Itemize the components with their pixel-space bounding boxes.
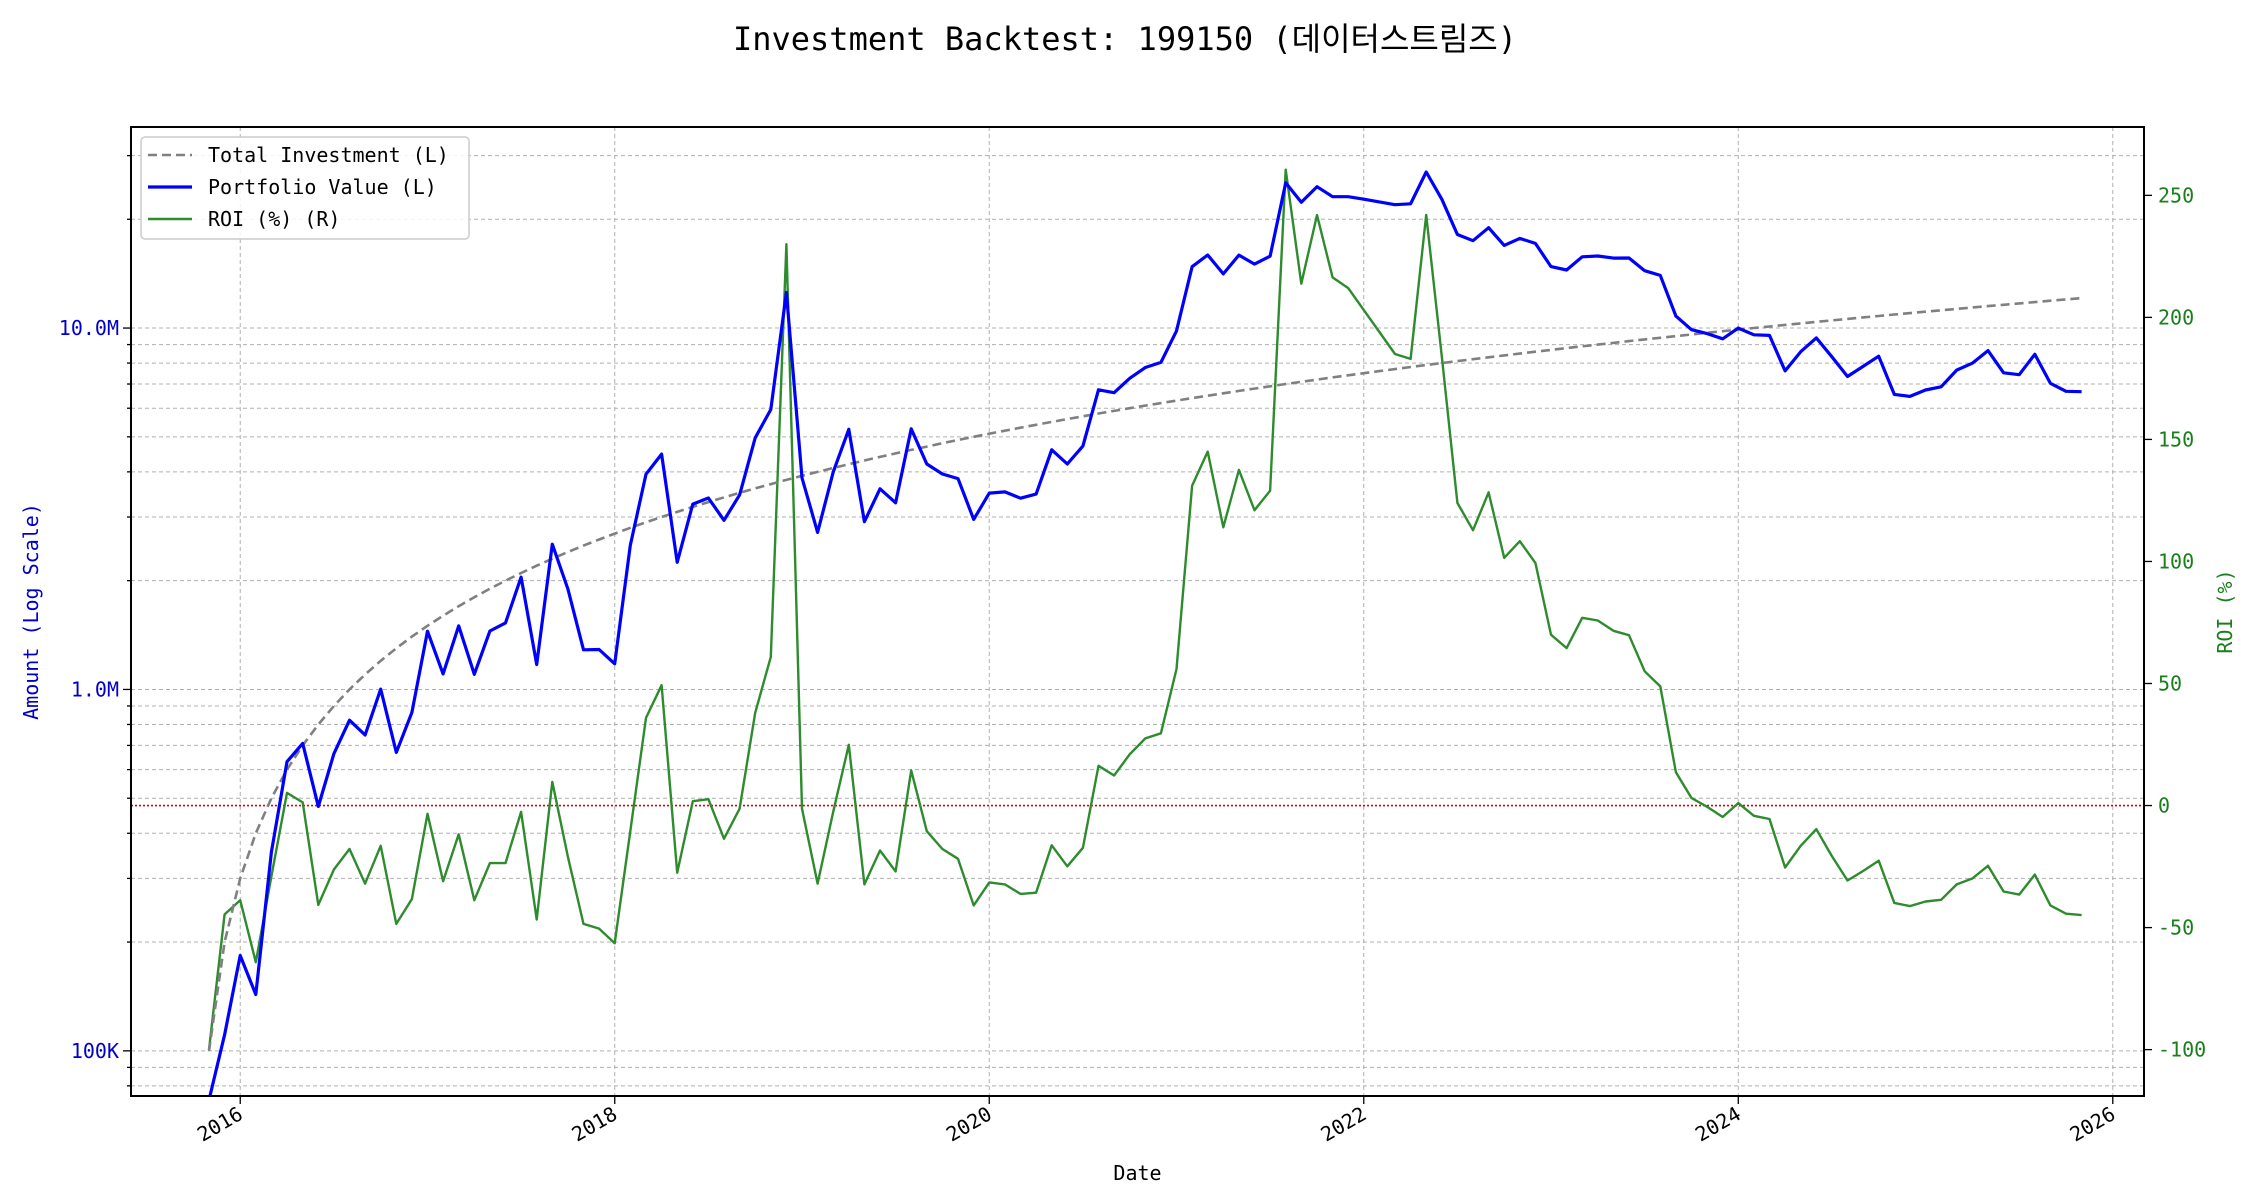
y-right-tick-label: 150	[2158, 427, 2194, 451]
y-right-tick-label: 0	[2158, 794, 2170, 818]
y-left-tick-label: 1.0M	[71, 677, 119, 701]
roi-series	[207, 168, 2082, 1050]
legend-box	[140, 136, 470, 240]
portfolio-value-series	[208, 170, 2082, 1096]
x-tick-label: 2022	[1317, 1102, 1371, 1147]
legend-label: ROI (%) (R)	[208, 207, 340, 231]
y-right-tick-label: 50	[2158, 672, 2182, 696]
y-right-tick-label: 100	[2158, 549, 2194, 573]
plot-frame	[130, 126, 2145, 1097]
y-right-tick-label: -100	[2158, 1038, 2206, 1062]
x-axis-label: Date	[1113, 1161, 1161, 1185]
portfolio-value-line	[208, 170, 2082, 1096]
legend-label: Portfolio Value (L)	[208, 175, 437, 199]
grid	[123, 127, 2144, 1104]
y-left-tick-label: 10.0M	[59, 316, 119, 340]
roi-line	[207, 168, 2082, 1050]
y-right-tick-label: 200	[2158, 305, 2194, 329]
total-investment-line	[207, 296, 2082, 1051]
x-tick-label: 2018	[568, 1102, 622, 1147]
x-tick-label: 2026	[2066, 1102, 2120, 1147]
y-left-axis-label: Amount (Log Scale)	[19, 503, 43, 720]
y-left-tick-label: 100K	[71, 1039, 119, 1063]
x-tick-label: 2020	[942, 1102, 996, 1147]
legend: Total Investment (L) Portfolio Value (L) R…	[140, 136, 470, 240]
chart-title: Investment Backtest: 199150 (데이터스트림즈)	[732, 20, 1518, 58]
y-right-tick-label: -50	[2158, 916, 2194, 940]
total-investment-series	[207, 296, 2082, 1051]
x-tick-label: 2016	[193, 1102, 247, 1147]
legend-label: Total Investment (L)	[208, 143, 449, 167]
y-right-tick-label: 250	[2158, 183, 2194, 207]
x-tick-label: 2024	[1691, 1102, 1745, 1147]
y-right-axis-label: ROI (%)	[2213, 569, 2237, 653]
